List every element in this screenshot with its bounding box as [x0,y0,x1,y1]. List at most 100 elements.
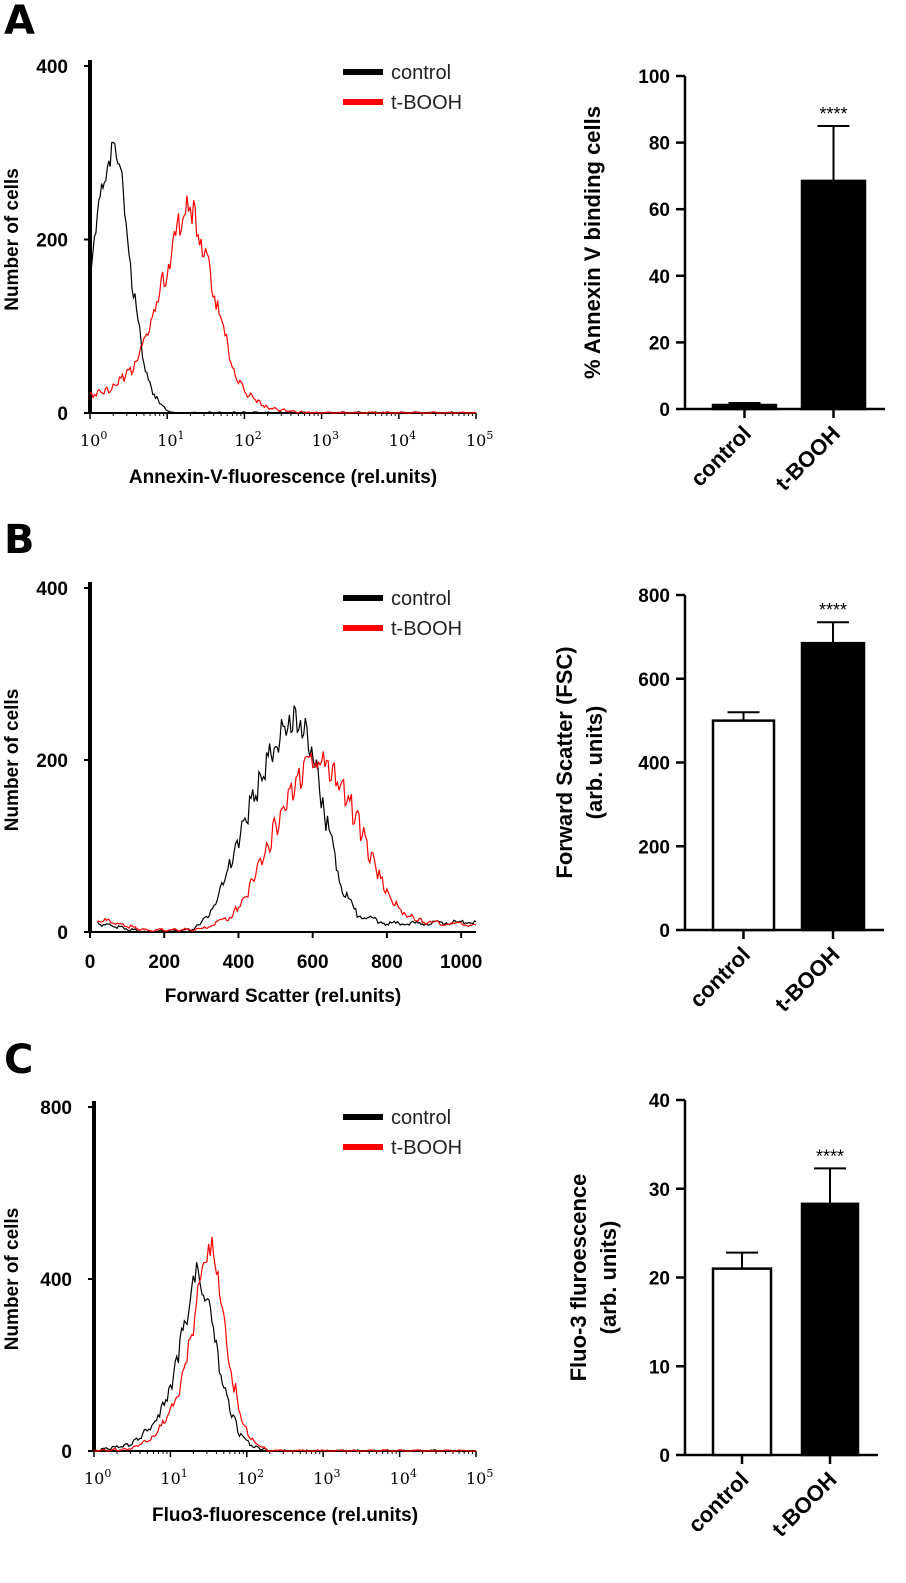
x-tick-label: 105 [466,429,493,450]
x-tick-exponent: 2 [257,1467,264,1480]
significance-marker: **** [819,104,847,124]
category-label: control [685,942,755,1012]
category-label: control [686,421,756,491]
panel-letter-c: C [4,1037,33,1083]
y-tick-label: 400 [638,754,670,775]
y-tick-label: 0 [659,1446,670,1467]
x-tick-label: 102 [237,1467,264,1488]
x-tick-label: 100 [84,1467,111,1488]
y-tick-label: 200 [36,751,68,772]
series-line-control [93,1262,476,1452]
x-tick-exponent: 5 [486,1467,493,1480]
series-line-control [96,705,477,933]
x-tick-exponent: 0 [100,429,107,442]
x-tick-label: 101 [160,1467,187,1488]
y-tick-label: 20 [649,1269,670,1290]
legend-label: control [391,62,451,84]
x-tick-label: 105 [466,1467,493,1488]
x-tick-label: 103 [312,429,339,450]
x-tick-exponent: 3 [334,1467,341,1480]
x-tick-label: 103 [313,1467,340,1488]
x-tick-label: 101 [157,429,184,450]
bar-t-booh [800,1202,860,1457]
x-tick-exponent: 1 [181,1467,188,1480]
x-tick-label: 400 [223,952,255,973]
category-label: t-BOOH [770,942,845,1017]
x-tick-label: 1000 [440,952,482,973]
y-tick-label: 80 [649,134,670,155]
x-tick-exponent: 0 [104,1467,111,1480]
y-tick-label: 40 [649,267,670,288]
y-axis-title: Number of cells [2,689,23,832]
y-tick-label: 100 [638,67,670,88]
series-line-t-booh [90,195,477,414]
legend-label: t-BOOH [391,1137,462,1159]
x-tick-exponent: 2 [255,429,262,442]
y-axis-title-units: (arb. units) [596,1221,621,1335]
y-tick-label: 30 [649,1180,670,1201]
y-tick-label: 400 [40,1270,72,1291]
y-tick-label: 600 [638,670,670,691]
x-tick-label: 200 [148,952,180,973]
y-axis-title: % Annexin V binding cells [580,106,605,379]
bar-control [711,719,776,932]
panel-letter-a: A [4,0,35,44]
category-label: t-BOOH [767,1467,842,1542]
y-tick-label: 0 [61,1442,72,1463]
bar-t-booh [800,641,866,932]
x-tick-exponent: 1 [178,429,185,442]
y-tick-label: 10 [649,1357,670,1378]
y-tick-label: 800 [638,586,670,607]
y-tick-label: 20 [649,333,670,354]
y-tick-label: 200 [638,837,670,858]
legend-label: control [391,1107,451,1129]
y-axis-title: Number of cells [2,168,23,311]
y-axis-title: Number of cells [2,1208,23,1351]
significance-marker: **** [819,600,847,620]
x-tick-exponent: 4 [409,429,416,442]
y-axis-title: Fluo-3 fluroescence [566,1174,591,1382]
y-tick-label: 0 [57,923,68,944]
category-label: t-BOOH [770,421,845,496]
x-tick-exponent: 4 [410,1467,417,1480]
histogram-b: 0 200 400 0 200 400 600 800 1000 Forward Scatter … [2,579,482,1007]
x-tick-label: 102 [234,429,261,450]
y-tick-label: 0 [659,921,670,942]
legend-label: t-BOOH [391,618,462,640]
y-tick-label: 0 [57,404,68,425]
y-axis-title: Forward Scatter (FSC) [552,646,577,878]
y-tick-label: 400 [36,579,68,600]
bar-chart-a: 0 20 40 60 80 100 control t-BOOH **** % Annexin V… [580,67,885,496]
x-tick-label: 100 [80,429,107,450]
bar-t-booh [800,179,867,411]
y-tick-label: 60 [649,200,670,221]
y-tick-label: 400 [36,57,68,78]
x-tick-label: 104 [389,429,416,450]
legend-label: control [391,588,451,610]
x-tick-exponent: 3 [332,429,339,442]
legend-label: t-BOOH [391,92,462,114]
y-axis-title-units: (arb. units) [582,706,607,820]
y-tick-label: 800 [40,1098,72,1119]
significance-marker: **** [816,1146,844,1166]
bar-control [711,403,778,411]
x-tick-label: 104 [390,1467,417,1488]
series-line-t-booh [97,751,477,932]
x-tick-label: 800 [371,952,403,973]
series-line-t-booh [93,1236,477,1452]
panel-letter-b: B [4,517,35,563]
y-tick-label: 200 [36,231,68,252]
y-tick-label: 40 [649,1091,670,1112]
x-axis-title: Fluo3-fluorescence (rel.units) [152,1505,418,1526]
x-tick-exponent: 5 [486,429,493,442]
x-tick-label: 0 [85,952,96,973]
y-tick-label: 0 [659,400,670,421]
x-tick-label: 600 [297,952,329,973]
bar-chart-c: 0 10 20 30 40 control t-BOOH **** Fluo-3 fluroes… [566,1091,878,1542]
bar-chart-b: 0 200 400 600 800 control t-BOOH **** Forward Sc… [552,586,884,1017]
x-axis-title: Forward Scatter (rel.units) [165,986,402,1007]
x-axis-title: Annexin-V-fluorescence (rel.units) [129,467,437,488]
